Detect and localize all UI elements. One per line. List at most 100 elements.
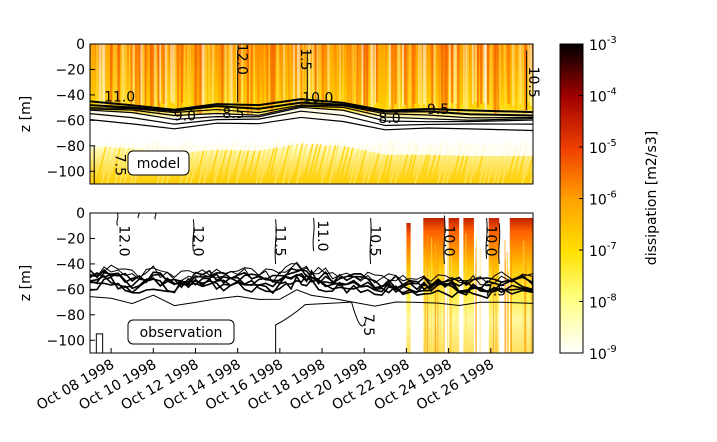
model-streak [166, 44, 169, 107]
model-streak [96, 44, 99, 113]
model-streak [334, 144, 347, 184]
model-streak [228, 44, 231, 110]
model-streak [502, 44, 505, 105]
model-streak [235, 144, 247, 184]
model-streak [114, 141, 126, 184]
model-ylabel: z [m] [18, 96, 34, 132]
model-streak [241, 44, 244, 106]
model-streak [315, 145, 327, 184]
model-streak [102, 44, 106, 116]
model-streak [250, 44, 253, 116]
colorbar-tick-label: 10-9 [589, 344, 617, 363]
model-streak [328, 139, 341, 184]
model-streak [295, 44, 299, 115]
model-streak [302, 142, 314, 184]
model-streak [415, 44, 418, 105]
observation-isotherm-line [95, 333, 104, 353]
contour-label: 7.5 [484, 284, 506, 300]
observation-isotherm-line [90, 289, 533, 307]
y-tick-label: −40 [55, 88, 85, 104]
model-streak [128, 44, 132, 109]
model-streak [194, 44, 198, 108]
model-streak [105, 44, 108, 105]
model-streak [316, 44, 319, 107]
model-streak [233, 44, 237, 104]
model-streak [420, 44, 423, 109]
model-streak [164, 44, 167, 109]
model-streak [327, 44, 330, 106]
model-streak [325, 141, 338, 184]
model-streak [138, 44, 142, 111]
model-streak [378, 44, 381, 104]
model-streak [199, 44, 202, 114]
observation-isotherm-line [369, 218, 372, 264]
observation-isotherm-line [485, 218, 488, 259]
model-streak [319, 44, 321, 108]
model-streak [100, 141, 113, 184]
model-streak [204, 44, 208, 113]
contour-label: 10.0 [440, 225, 456, 256]
model-streak [524, 44, 527, 114]
model-streak [374, 44, 376, 105]
model-streak [144, 44, 147, 108]
model-axes-frame [89, 43, 534, 185]
model-streak [295, 143, 308, 184]
model-streak [108, 44, 111, 106]
model-streak [510, 44, 513, 108]
colorbar-tick-label: 10-7 [589, 241, 617, 260]
model-streak [117, 44, 120, 106]
y-tick-label: −60 [55, 282, 85, 298]
model-streak [250, 144, 263, 184]
model-streak [351, 44, 355, 112]
model-label-box: model [127, 150, 190, 176]
model-streak [321, 44, 325, 110]
model-streak [227, 44, 229, 105]
model-streak [142, 44, 145, 113]
y-tick-label: −80 [55, 308, 85, 324]
model-streak [456, 44, 460, 114]
observation-isotherm-line [274, 219, 277, 264]
contour-label: 12.0 [189, 225, 205, 256]
model-streak [424, 44, 427, 111]
model-streak [497, 44, 500, 113]
model-streak [181, 44, 183, 103]
observation-isotherm-line [443, 215, 446, 264]
model-streak [180, 44, 183, 108]
model-streak [311, 44, 314, 110]
model-streak [310, 143, 322, 184]
model-streak [151, 44, 155, 106]
model-streak [366, 44, 369, 113]
model-streak [106, 142, 118, 184]
model-streak [474, 44, 478, 103]
model-streak [307, 44, 311, 112]
model-streak [418, 44, 420, 105]
model-streak [435, 44, 437, 104]
model-streak [369, 44, 373, 104]
model-streak [110, 143, 122, 184]
model-streak [382, 44, 386, 112]
model-streak [433, 44, 437, 110]
model-streak [511, 44, 515, 107]
model-streak [270, 44, 274, 115]
model-streak [189, 44, 192, 115]
model-streak [339, 44, 341, 109]
model-streak [394, 44, 397, 105]
observation-isotherms [90, 213, 533, 353]
model-streak [517, 44, 521, 108]
model-streak [177, 44, 180, 116]
observation-label-box: observation [127, 319, 235, 345]
model-streak [244, 44, 246, 111]
model-streak [101, 44, 104, 109]
model-streak [217, 44, 220, 108]
model-streak [255, 144, 267, 184]
model-streak [192, 44, 196, 112]
observation-axes-frame [89, 212, 534, 354]
model-streak [487, 44, 489, 105]
contour-label: 10.5 [367, 225, 383, 256]
contour-label: 12.0 [234, 44, 250, 75]
model-streak [335, 44, 338, 113]
model-streak [336, 44, 339, 103]
model-streak [489, 44, 493, 113]
